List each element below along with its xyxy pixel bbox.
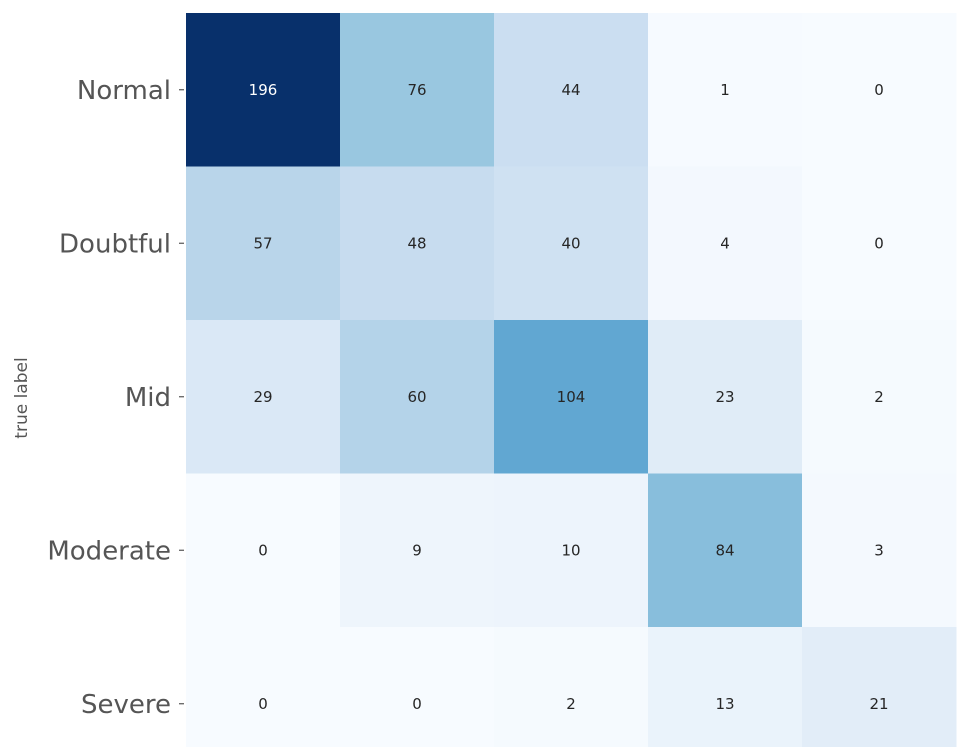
cell-value-label: 0 xyxy=(258,541,268,559)
heatmap-cell xyxy=(340,166,495,321)
cell-value-label: 23 xyxy=(715,388,734,406)
cell-value-label: 10 xyxy=(561,541,580,559)
cell-value-label: 0 xyxy=(412,695,422,713)
cell-value-label: 1 xyxy=(720,81,730,99)
heatmap-cell xyxy=(802,13,957,167)
heatmap-cell xyxy=(186,13,341,167)
cell-value-label: 60 xyxy=(407,388,426,406)
cell-value-label: 0 xyxy=(258,695,268,713)
heatmap-cell xyxy=(494,166,649,321)
cell-value-label: 40 xyxy=(561,234,580,252)
heatmap-cell xyxy=(648,166,803,321)
cell-value-label: 13 xyxy=(715,695,734,713)
cell-value-label: 76 xyxy=(407,81,426,99)
row-tick-labels: Normal Doubtful Mid Moderate Severe xyxy=(47,76,184,720)
cell-value-label: 29 xyxy=(253,388,272,406)
heatmap-cells: 196 76 44 1 057 48 40 4 029 60 104 23 20 9 10 84 30 0 2 13 2… xyxy=(186,13,957,747)
row-tick-label: Mid xyxy=(125,383,171,413)
heatmap-cell xyxy=(802,320,957,474)
heatmap-cell xyxy=(186,473,341,628)
row-tick-label: Severe xyxy=(81,690,171,720)
heatmap-cell xyxy=(340,473,495,628)
cell-value-label: 2 xyxy=(566,695,576,713)
cell-value-label: 9 xyxy=(412,541,422,559)
heatmap-cell xyxy=(802,473,957,628)
heatmap-cell xyxy=(186,166,341,321)
cell-value-label: 104 xyxy=(557,388,586,406)
cell-value-label: 48 xyxy=(407,234,426,252)
cell-value-label: 3 xyxy=(874,541,884,559)
heatmap-cell xyxy=(494,13,649,167)
row-tick-label: Doubtful xyxy=(59,229,171,259)
heatmap-cell xyxy=(648,473,803,628)
heatmap-cell xyxy=(648,627,803,747)
cell-value-label: 4 xyxy=(720,234,730,252)
heatmap-cell xyxy=(340,320,495,474)
cell-value-label: 0 xyxy=(874,234,884,252)
heatmap-cell xyxy=(648,320,803,474)
heatmap-cell xyxy=(186,627,341,747)
heatmap-cell xyxy=(648,13,803,167)
heatmap-cell xyxy=(802,166,957,321)
row-tick-label: Normal xyxy=(77,76,171,106)
heatmap-cell xyxy=(340,627,495,747)
cell-value-label: 57 xyxy=(253,234,272,252)
cell-value-label: 2 xyxy=(874,388,884,406)
y-axis-label: true label xyxy=(12,357,32,438)
row-tick-label: Moderate xyxy=(47,536,171,566)
cell-value-label: 44 xyxy=(561,81,580,99)
heatmap-cell xyxy=(186,320,341,474)
cell-value-label: 84 xyxy=(715,541,734,559)
cell-value-label: 196 xyxy=(249,81,278,99)
heatmap-cell xyxy=(340,13,495,167)
heatmap-cell xyxy=(494,473,649,628)
heatmap-cell xyxy=(802,627,957,747)
heatmap-cell xyxy=(494,320,649,474)
cell-value-label: 21 xyxy=(869,695,888,713)
heatmap-cell xyxy=(494,627,649,747)
cell-value-label: 0 xyxy=(874,81,884,99)
